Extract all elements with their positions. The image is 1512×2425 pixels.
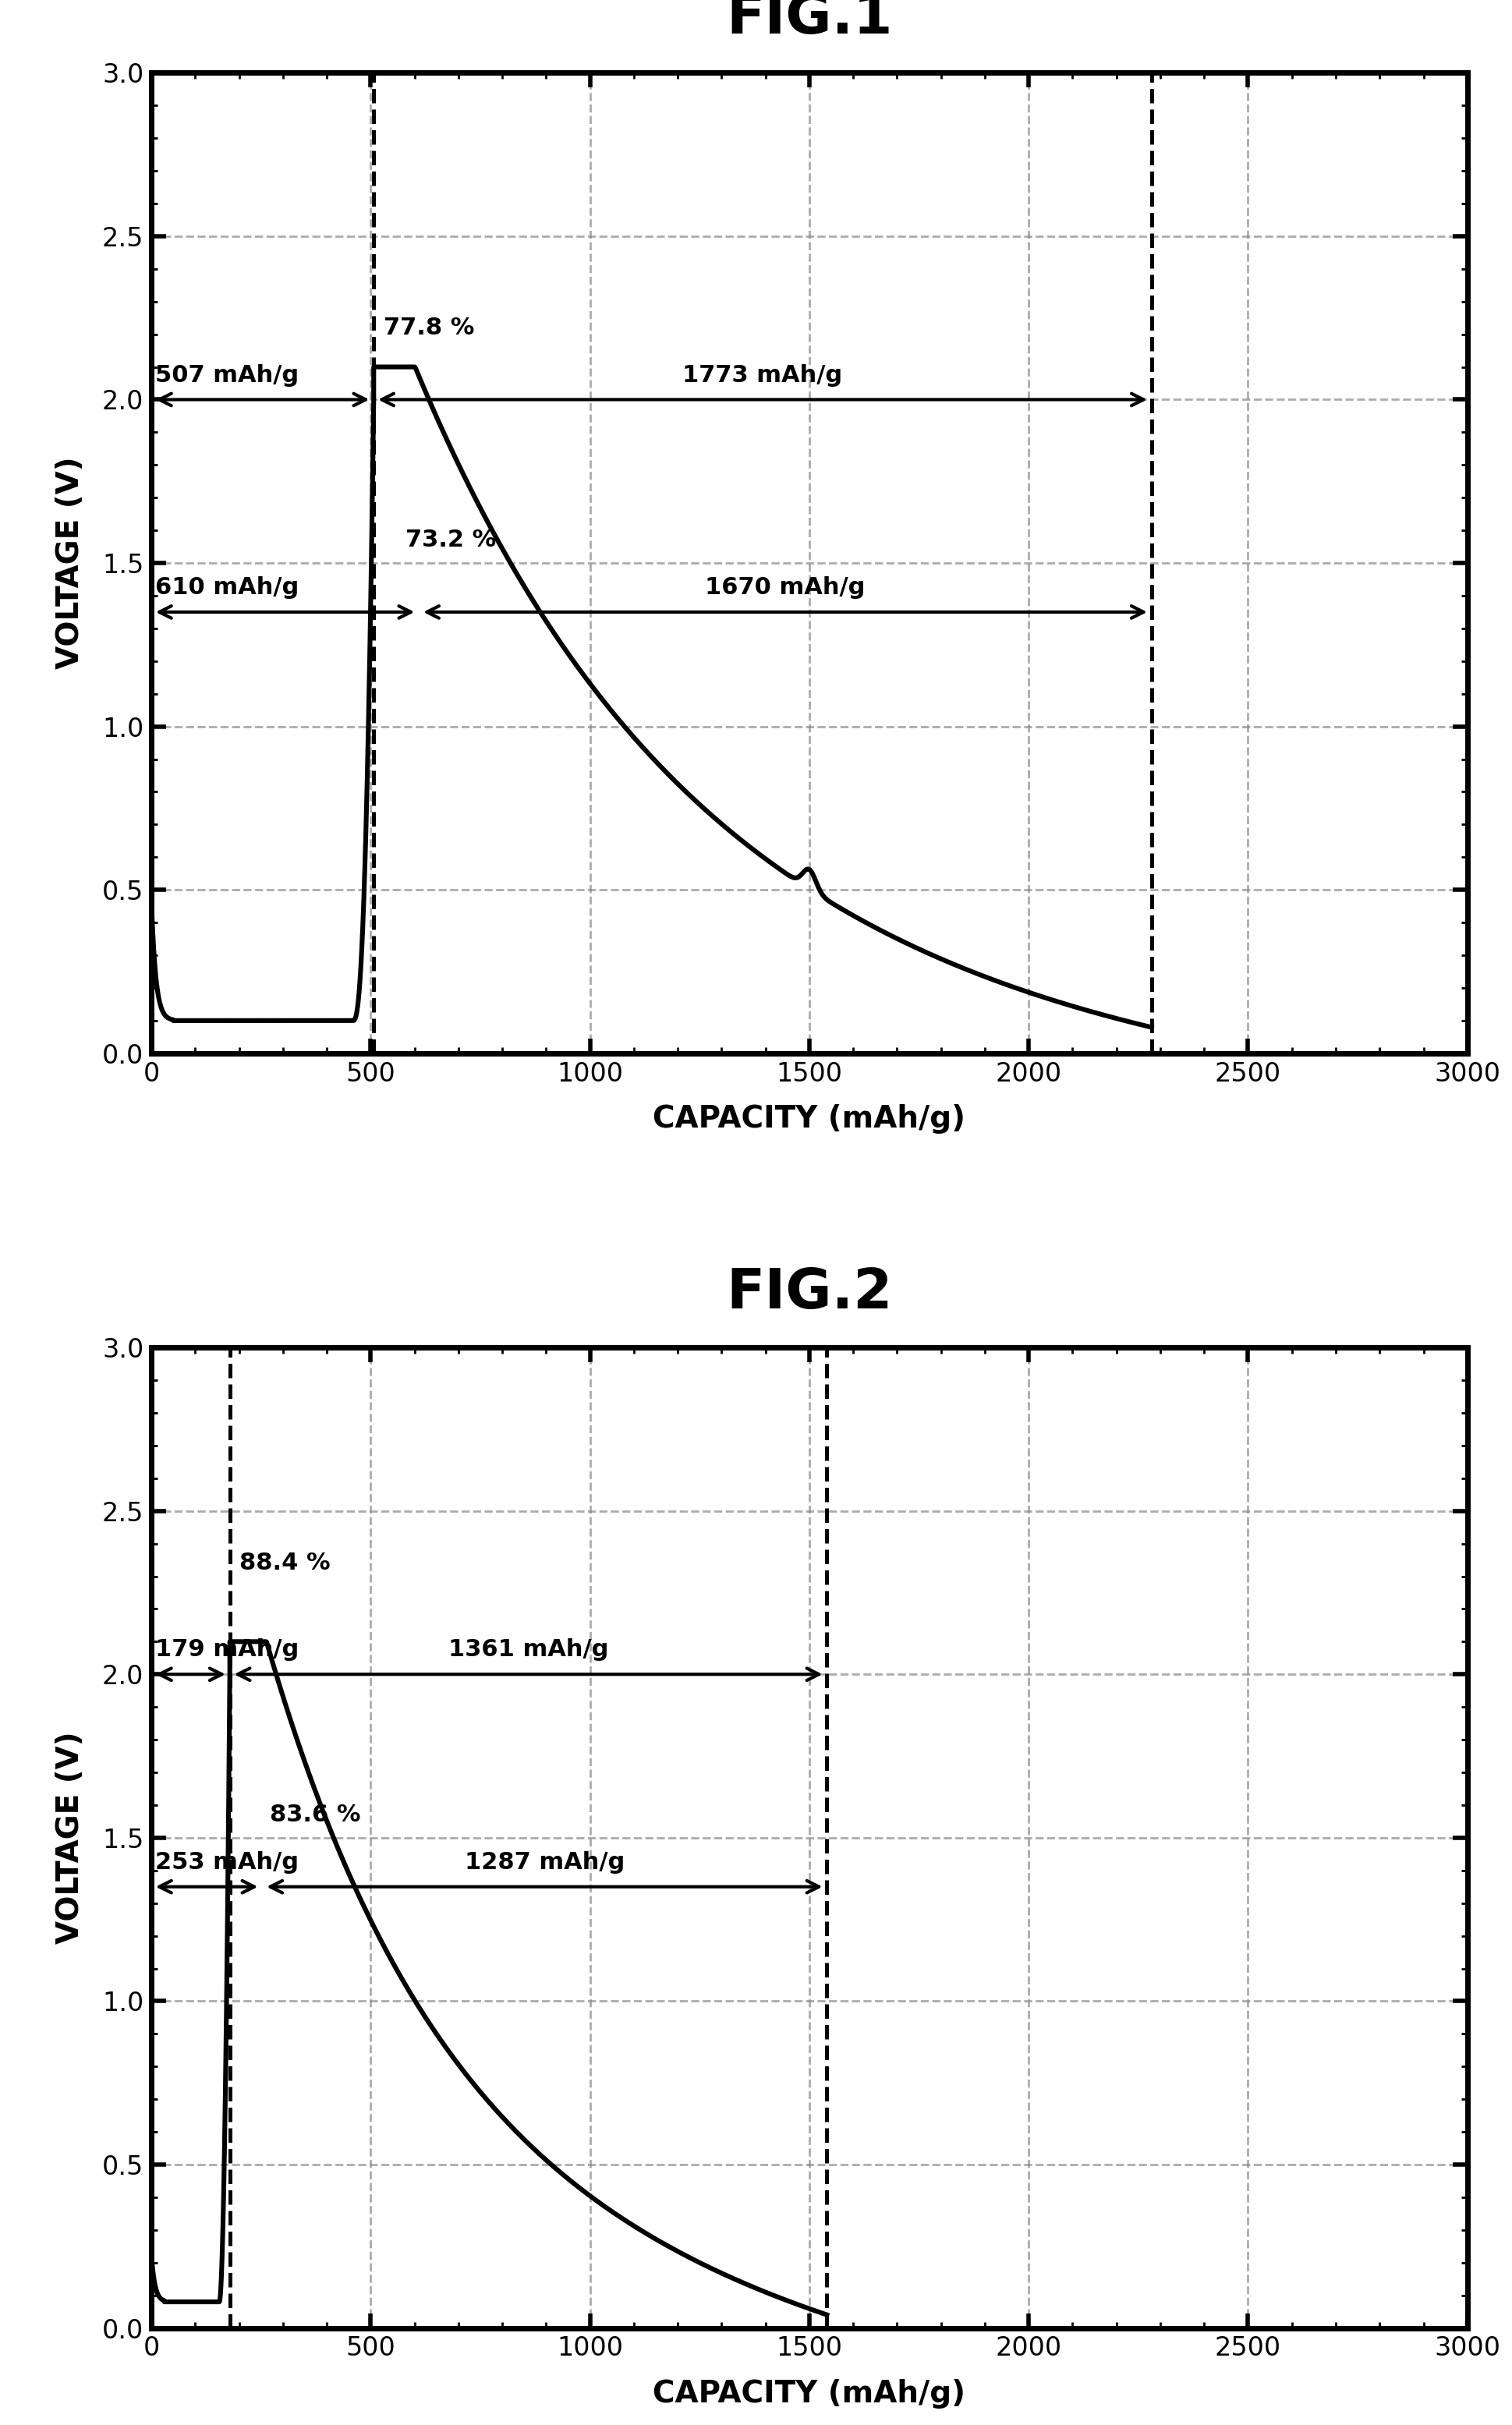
Y-axis label: VOLTAGE (V): VOLTAGE (V)	[54, 456, 85, 669]
Text: 1773 mAh/g: 1773 mAh/g	[682, 364, 842, 386]
Text: 88.4 %: 88.4 %	[239, 1552, 330, 1574]
Text: 1361 mAh/g: 1361 mAh/g	[448, 1639, 608, 1661]
Text: 73.2 %: 73.2 %	[405, 529, 496, 550]
Text: 253 mAh/g: 253 mAh/g	[154, 1850, 298, 1875]
Y-axis label: VOLTAGE (V): VOLTAGE (V)	[54, 1731, 85, 1945]
Text: 1670 mAh/g: 1670 mAh/g	[705, 577, 865, 599]
Text: 179 mAh/g: 179 mAh/g	[154, 1639, 298, 1661]
Title: FIG.2: FIG.2	[726, 1266, 892, 1319]
Text: 83.6 %: 83.6 %	[269, 1804, 360, 1826]
Text: 507 mAh/g: 507 mAh/g	[154, 364, 298, 386]
Title: FIG.1: FIG.1	[726, 0, 892, 46]
Text: 77.8 %: 77.8 %	[384, 315, 475, 340]
X-axis label: CAPACITY (mAh/g): CAPACITY (mAh/g)	[653, 2379, 965, 2408]
X-axis label: CAPACITY (mAh/g): CAPACITY (mAh/g)	[653, 1103, 965, 1132]
Text: 1287 mAh/g: 1287 mAh/g	[464, 1850, 624, 1875]
Text: 610 mAh/g: 610 mAh/g	[154, 577, 298, 599]
